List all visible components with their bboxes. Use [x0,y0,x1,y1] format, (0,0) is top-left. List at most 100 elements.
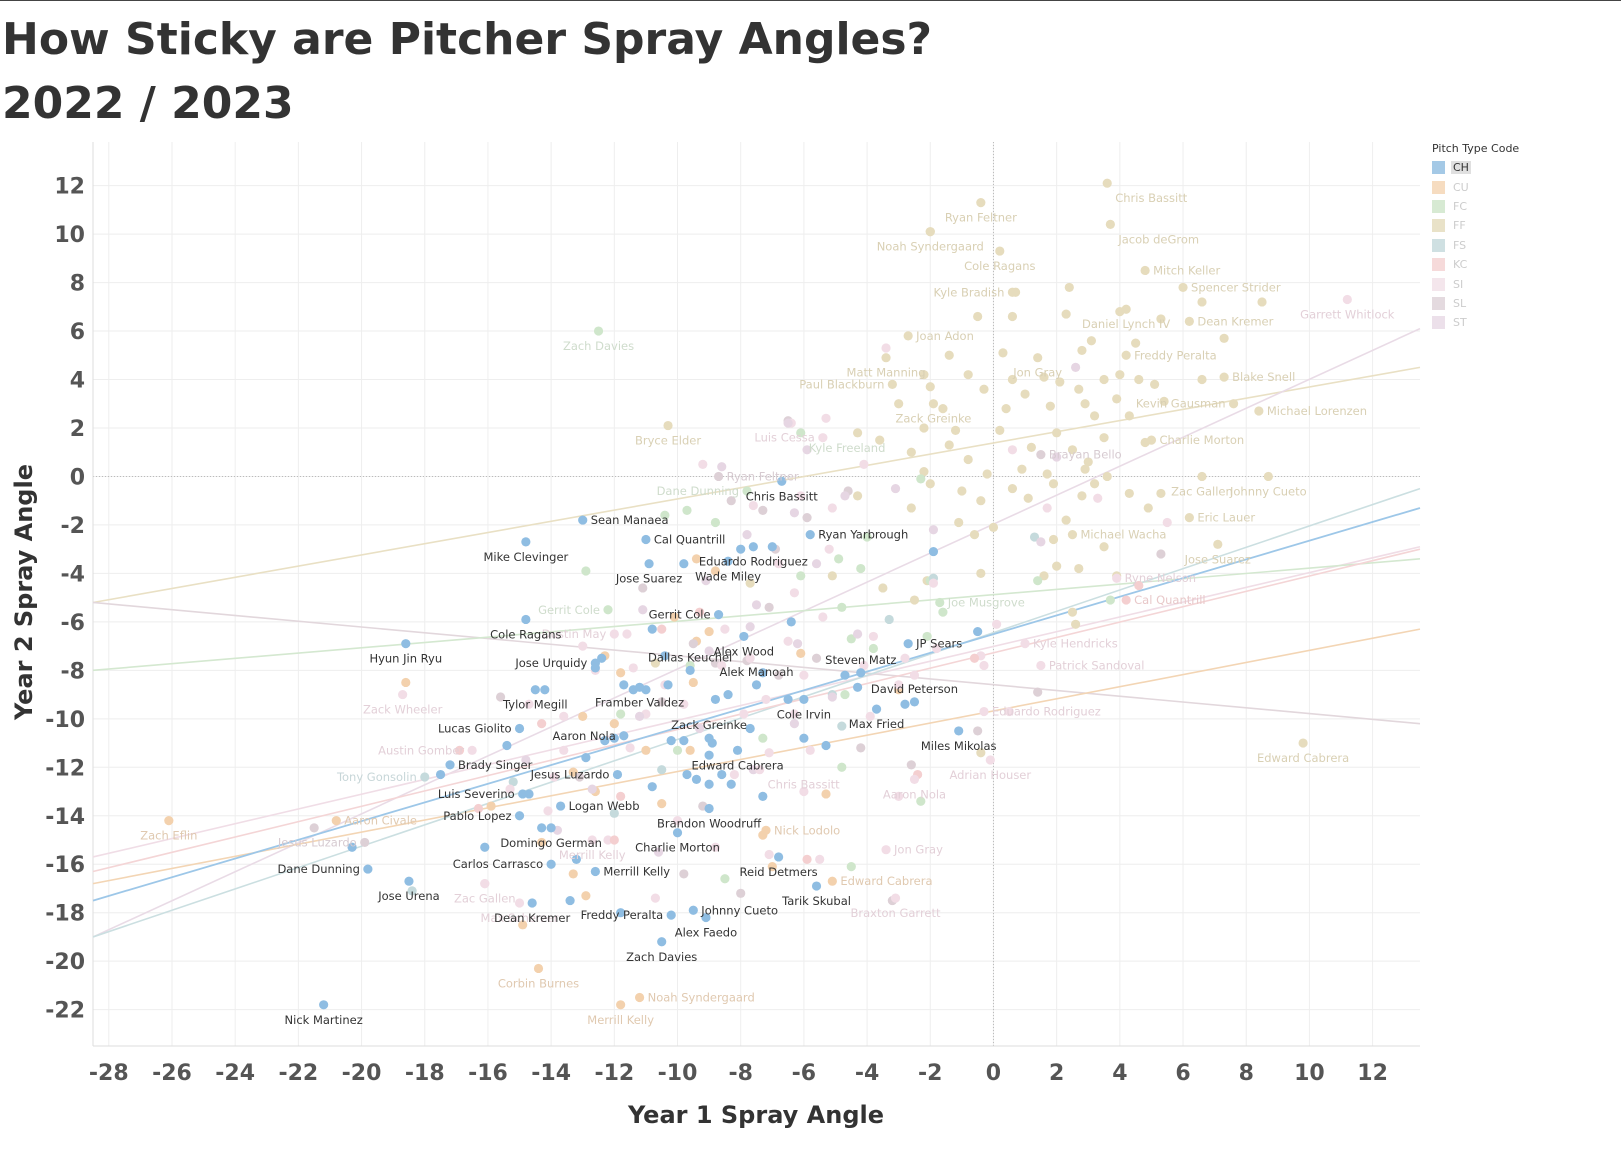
point-fc[interactable] [935,597,945,608]
point-st[interactable] [1071,362,1081,372]
point-ff[interactable] [979,384,989,394]
point-si[interactable] [783,636,793,646]
point-kc[interactable] [454,745,465,755]
point-st[interactable] [1052,452,1062,462]
point-ff[interactable] [906,447,916,457]
point-ch[interactable] [609,733,619,743]
point-fc[interactable] [916,474,926,484]
point-ch[interactable] [704,779,714,789]
point-ch[interactable] [634,682,645,692]
point-cu[interactable] [657,799,667,809]
point-cu[interactable] [581,891,591,901]
point-ff[interactable] [963,370,973,380]
point-ch[interactable] [521,614,531,625]
point-fc[interactable] [834,554,844,564]
point-ff[interactable] [1007,374,1018,385]
point-ff[interactable] [976,748,986,758]
point-ff[interactable] [928,399,939,409]
point-ch[interactable] [546,823,556,833]
point-ff[interactable] [1131,338,1141,348]
point-ff[interactable] [1039,372,1049,382]
point-sl[interactable] [713,471,724,482]
legend-item-ch[interactable]: CH [1432,158,1582,177]
point-ch[interactable] [717,769,727,780]
point-si[interactable] [549,772,559,782]
point-ff[interactable] [1197,374,1207,385]
point-ff[interactable] [944,440,954,450]
point-cu[interactable] [609,719,619,729]
point-fs[interactable] [837,721,847,731]
point-ch[interactable] [704,803,714,814]
point-ch[interactable] [647,624,657,634]
point-sl[interactable] [638,583,648,593]
point-ff[interactable] [925,227,935,237]
point-si[interactable] [881,343,891,353]
point-ff[interactable] [976,197,986,208]
point-ch[interactable] [732,745,743,755]
point-ch[interactable] [777,476,787,486]
point-si[interactable] [764,849,774,860]
point-sl[interactable] [973,726,983,736]
point-ch[interactable] [546,859,556,869]
point-ch[interactable] [521,537,531,547]
point-ch[interactable] [435,769,446,780]
point-ff[interactable] [1061,309,1071,319]
point-st[interactable] [802,445,812,455]
point-st[interactable] [751,600,762,610]
point-si[interactable] [622,629,632,639]
legend-item-fc[interactable]: FC [1432,197,1582,216]
point-fc[interactable] [868,643,879,654]
point-st[interactable] [745,622,755,632]
point-fc[interactable] [1105,595,1115,605]
point-ff[interactable] [853,428,863,438]
point-st[interactable] [840,491,850,501]
point-si[interactable] [1020,639,1030,649]
point-ch[interactable] [319,1000,329,1010]
point-si[interactable] [894,680,904,690]
point-fc[interactable] [796,428,806,438]
point-ff[interactable] [998,348,1008,358]
point-sl[interactable] [657,697,667,707]
point-si[interactable] [1036,660,1046,671]
point-ch[interactable] [774,852,784,862]
point-sl[interactable] [811,653,822,663]
point-si[interactable] [559,711,569,721]
point-ch[interactable] [767,542,777,552]
point-si[interactable] [650,893,660,903]
point-kc[interactable] [609,835,619,845]
point-ff[interactable] [925,479,935,489]
point-ch[interactable] [612,769,623,780]
point-ff[interactable] [1115,370,1125,380]
point-ff[interactable] [1121,350,1131,360]
point-si[interactable] [761,694,771,705]
point-ff[interactable] [1124,411,1134,421]
point-st[interactable] [789,508,800,518]
point-ff[interactable] [1254,406,1264,416]
point-st[interactable] [701,576,711,586]
point-ff[interactable] [1150,379,1160,389]
legend-item-si[interactable]: SI [1432,274,1582,293]
point-si[interactable] [796,491,806,501]
point-sl[interactable] [906,760,916,770]
point-ff[interactable] [1146,435,1157,445]
point-ff[interactable] [976,496,986,506]
point-ch[interactable] [527,898,537,908]
point-kc[interactable] [616,791,626,801]
point-ff[interactable] [909,595,920,605]
point-ch[interactable] [518,789,528,799]
point-ff[interactable] [1064,282,1074,293]
point-si[interactable] [827,503,837,513]
point-ff[interactable] [1007,287,1018,297]
point-ff[interactable] [881,353,891,363]
point-fc[interactable] [1033,576,1043,586]
point-st[interactable] [890,483,901,494]
point-si[interactable] [890,893,901,903]
point-ch[interactable] [666,910,676,920]
point-si[interactable] [505,784,515,794]
point-si[interactable] [625,743,635,753]
point-fc[interactable] [856,563,866,574]
point-si[interactable] [985,755,995,765]
point-cu[interactable] [616,668,626,678]
point-ch[interactable] [954,726,964,736]
point-si[interactable] [717,660,727,671]
